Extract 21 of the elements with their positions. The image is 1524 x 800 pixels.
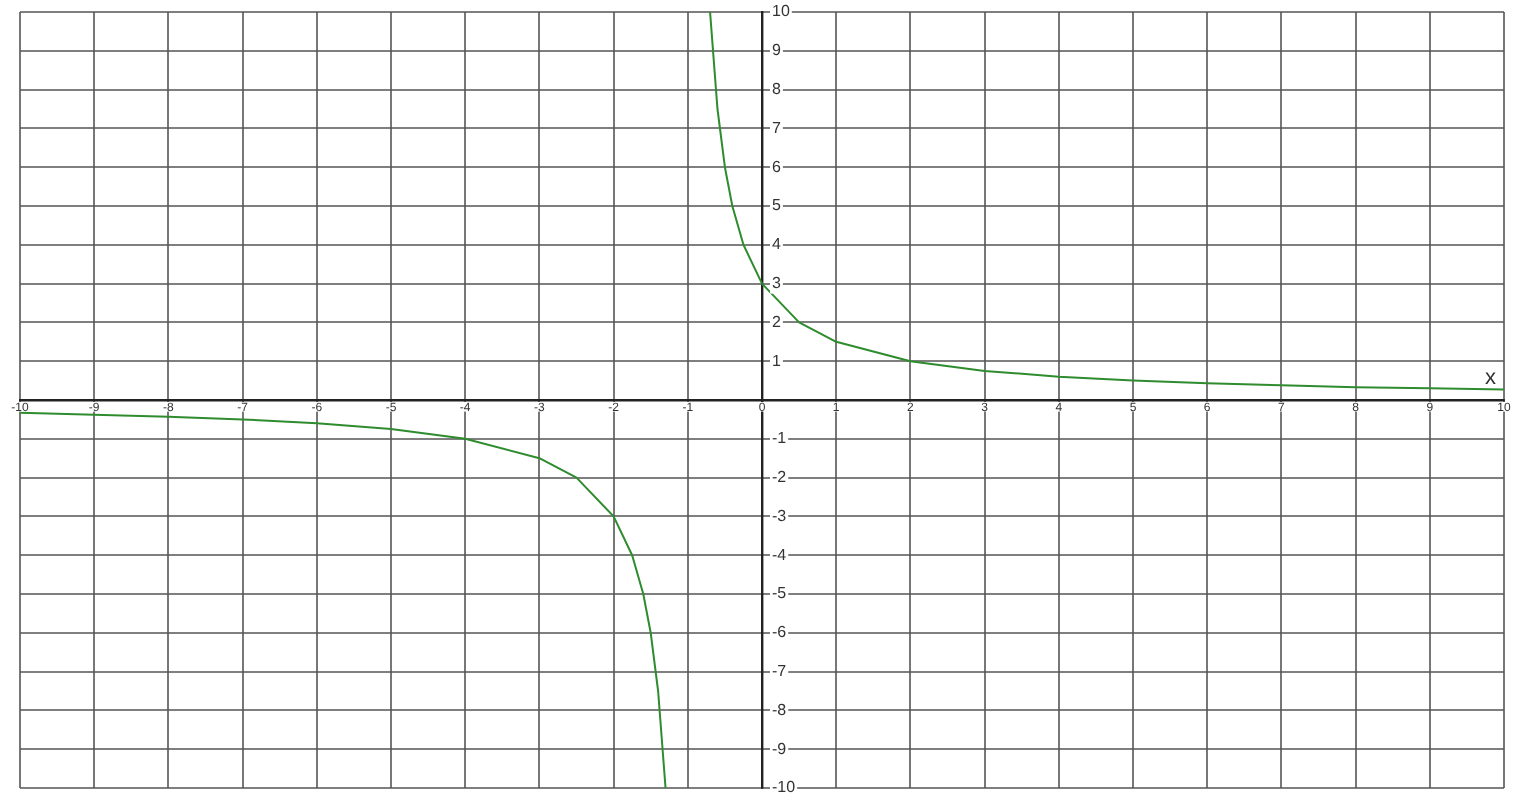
y-tick-label: -1 xyxy=(772,429,788,448)
y-tick-label: -2 xyxy=(772,468,788,487)
x-axis-title: x xyxy=(1485,366,1497,390)
y-tick-label: -4 xyxy=(772,545,788,564)
y-tick-label: -3 xyxy=(772,506,788,525)
y-tick-label: -8 xyxy=(772,700,788,719)
y-tick-label: 7 xyxy=(772,118,782,137)
y-tick-label: 2 xyxy=(772,312,782,331)
y-tick-label: 5 xyxy=(772,196,782,215)
y-tick-label: 4 xyxy=(772,235,782,254)
y-tick-label: 10 xyxy=(772,2,791,21)
y-tick-label: 6 xyxy=(772,157,782,176)
y-tick-label: -7 xyxy=(772,662,788,681)
y-tick-label: -6 xyxy=(772,623,788,642)
y-tick-label: -10 xyxy=(772,778,797,797)
y-tick-label: 3 xyxy=(772,274,782,293)
y-tick-label: -5 xyxy=(772,584,788,603)
y-tick-label: 8 xyxy=(772,80,782,99)
y-tick-label: 9 xyxy=(772,41,782,60)
y-tick-label: -9 xyxy=(772,739,788,758)
y-tick-label: 1 xyxy=(772,351,782,370)
